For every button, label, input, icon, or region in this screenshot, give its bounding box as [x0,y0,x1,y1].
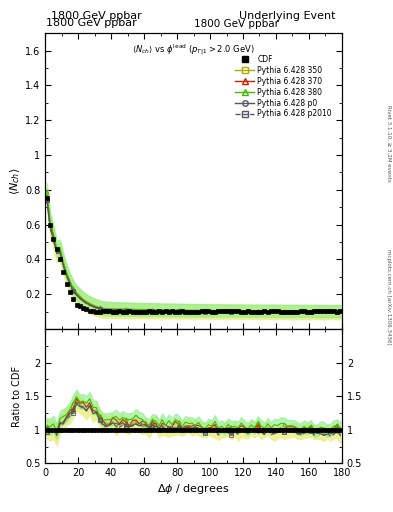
Legend: CDF, Pythia 6.428 350, Pythia 6.428 370, Pythia 6.428 380, Pythia 6.428 p0, Pyth: CDF, Pythia 6.428 350, Pythia 6.428 370,… [232,52,335,121]
Text: 1800 GeV ppbar: 1800 GeV ppbar [51,11,142,22]
Text: 1800 GeV ppbar: 1800 GeV ppbar [46,18,137,28]
Text: Rivet 3.1.10, ≥ 3.2M events: Rivet 3.1.10, ≥ 3.2M events [386,105,391,182]
X-axis label: $\Delta\phi$ / degrees: $\Delta\phi$ / degrees [158,482,230,497]
Text: 1800 GeV ppbar: 1800 GeV ppbar [194,19,279,29]
Text: $\langle N_{ch}\rangle$ vs $\phi^{\rm lead}$ ($p_{T|1} > 2.0$ GeV): $\langle N_{ch}\rangle$ vs $\phi^{\rm le… [132,42,255,58]
Text: Underlying Event: Underlying Event [239,11,336,22]
Text: mcplots.cern.ch [arXiv:1306.3436]: mcplots.cern.ch [arXiv:1306.3436] [386,249,391,345]
Y-axis label: $\langle N_{ch} \rangle$: $\langle N_{ch} \rangle$ [9,167,22,195]
Y-axis label: Ratio to CDF: Ratio to CDF [12,366,22,426]
